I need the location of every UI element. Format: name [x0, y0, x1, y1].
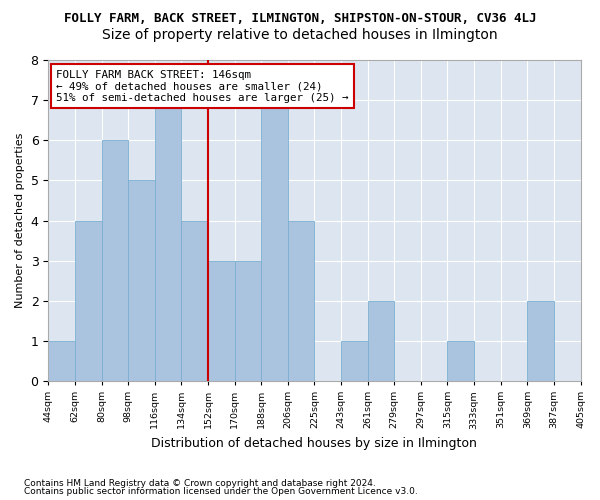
- Text: FOLLY FARM, BACK STREET, ILMINGTON, SHIPSTON-ON-STOUR, CV36 4LJ: FOLLY FARM, BACK STREET, ILMINGTON, SHIP…: [64, 12, 536, 26]
- Bar: [235, 260, 261, 381]
- Text: FOLLY FARM BACK STREET: 146sqm
← 49% of detached houses are smaller (24)
51% of : FOLLY FARM BACK STREET: 146sqm ← 49% of …: [56, 70, 349, 103]
- Bar: [128, 180, 155, 381]
- Bar: [261, 100, 288, 381]
- Text: Contains public sector information licensed under the Open Government Licence v3: Contains public sector information licen…: [24, 487, 418, 496]
- Y-axis label: Number of detached properties: Number of detached properties: [15, 133, 25, 308]
- Bar: [208, 260, 235, 381]
- Text: Size of property relative to detached houses in Ilmington: Size of property relative to detached ho…: [102, 28, 498, 42]
- Bar: [181, 220, 208, 381]
- Bar: [341, 341, 368, 381]
- Bar: [527, 301, 554, 381]
- Text: Contains HM Land Registry data © Crown copyright and database right 2024.: Contains HM Land Registry data © Crown c…: [24, 478, 376, 488]
- Bar: [368, 301, 394, 381]
- X-axis label: Distribution of detached houses by size in Ilmington: Distribution of detached houses by size …: [151, 437, 478, 450]
- Bar: [48, 341, 75, 381]
- Bar: [448, 341, 474, 381]
- Bar: [155, 100, 181, 381]
- Bar: [101, 140, 128, 381]
- Bar: [75, 220, 101, 381]
- Bar: [288, 220, 314, 381]
